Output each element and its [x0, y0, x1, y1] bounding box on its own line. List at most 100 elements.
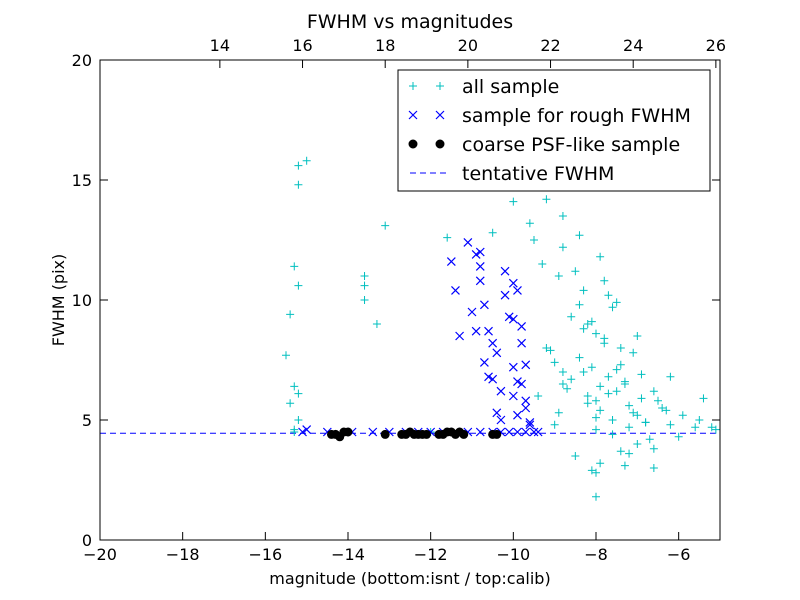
rough-sample-point — [500, 266, 510, 276]
x-tick-label: −14 — [331, 545, 365, 564]
all-sample-point — [360, 281, 369, 290]
all-sample-point — [662, 406, 671, 415]
all-sample-point — [282, 351, 290, 360]
rough-sample-point — [525, 420, 535, 430]
all-sample-point — [592, 396, 600, 405]
rough-sample-point — [513, 285, 522, 295]
all-sample-point — [286, 310, 295, 319]
all-sample-point — [691, 423, 700, 432]
rough-sample-point — [500, 290, 510, 300]
all-sample-point — [637, 370, 646, 379]
top-tick-label: 16 — [292, 36, 312, 55]
x-axis-top: 14 16 18 20 22 24 26 — [210, 36, 726, 68]
all-sample-point — [699, 394, 708, 403]
all-sample-point — [592, 468, 600, 477]
legend-marker-circle — [435, 139, 445, 149]
psf-sample-point — [380, 429, 390, 439]
rough-sample-point — [496, 386, 506, 396]
all-sample-point — [542, 195, 551, 204]
all-sample-point — [575, 353, 584, 362]
all-sample-point — [649, 464, 658, 472]
all-sample-point — [625, 423, 634, 432]
rough-sample-point — [508, 391, 518, 401]
rough-sample-point — [471, 326, 481, 336]
rough-sample-point — [513, 427, 522, 437]
all-sample-point — [550, 358, 559, 367]
psf-sample-series — [326, 427, 502, 442]
all-sample-series — [282, 156, 720, 501]
all-sample-point — [550, 420, 559, 429]
all-sample-point — [546, 346, 555, 355]
all-sample-point — [525, 219, 534, 228]
all-sample-point — [290, 262, 299, 271]
top-tick-label: 14 — [210, 36, 230, 55]
all-sample-point — [488, 228, 497, 237]
all-sample-point — [608, 303, 617, 312]
all-sample-point — [558, 368, 567, 376]
all-sample-point — [707, 423, 716, 432]
rough-sample-point — [492, 348, 502, 358]
all-sample-point — [571, 452, 580, 460]
legend-marker-plus — [436, 82, 444, 90]
all-sample-point — [583, 392, 592, 400]
all-sample-point — [654, 396, 662, 405]
all-sample-point — [641, 418, 650, 427]
psf-sample-point — [422, 429, 432, 439]
chart-title: FWHM vs magnitudes — [307, 11, 513, 33]
psf-sample-point — [492, 429, 502, 439]
y-tick-label: 0 — [82, 531, 92, 550]
all-sample-point — [571, 267, 580, 276]
rough-sample-point — [463, 237, 473, 247]
all-sample-point — [554, 272, 563, 280]
rough-sample-point — [488, 338, 498, 348]
all-sample-point — [625, 401, 634, 410]
all-sample-point — [558, 380, 567, 388]
y-tick-label: 15 — [72, 171, 92, 190]
rough-sample-point — [529, 427, 539, 437]
rough-sample-point — [496, 415, 506, 425]
all-sample-point — [530, 236, 538, 244]
all-sample-point — [592, 329, 600, 338]
legend: all sample sample for rough FWHM coarse PS… — [397, 69, 711, 192]
x-tick-label: −16 — [248, 545, 282, 564]
all-sample-point — [666, 372, 675, 381]
all-sample-point — [592, 425, 600, 434]
rough-sample-point — [455, 331, 465, 341]
legend-box — [397, 69, 711, 192]
rough-sample-point — [508, 362, 518, 372]
rough-sample-point — [475, 247, 485, 257]
rough-sample-point — [484, 372, 493, 382]
all-sample-point — [587, 317, 596, 326]
x-tick-label: −8 — [584, 545, 608, 564]
rough-sample-point — [521, 403, 531, 413]
all-sample-point — [294, 180, 303, 189]
rough-sample-point — [504, 312, 514, 322]
all-sample-point — [666, 420, 675, 429]
all-sample-point — [629, 348, 638, 357]
all-sample-point — [302, 156, 311, 165]
all-sample-point — [290, 428, 299, 436]
all-sample-point — [608, 430, 617, 439]
all-sample-point — [575, 231, 584, 240]
all-sample-point — [612, 365, 621, 374]
all-sample-point — [600, 334, 609, 343]
rough-sample-point — [475, 261, 485, 271]
all-sample-point — [600, 276, 609, 285]
rough-sample-point — [479, 300, 489, 310]
top-tick-label: 20 — [458, 36, 478, 55]
all-sample-point — [612, 298, 621, 307]
rough-sample-point — [533, 427, 543, 437]
y-tick-label: 20 — [72, 51, 92, 70]
all-sample-point — [372, 320, 381, 328]
x-tick-label: −18 — [166, 545, 200, 564]
legend-marker-circle — [408, 139, 418, 149]
y-axis-label: FWHM (pix) — [49, 254, 68, 347]
legend-label: tentative FWHM — [462, 163, 614, 185]
rough-sample-point — [513, 377, 522, 387]
all-sample-point — [612, 387, 621, 396]
all-sample-point — [583, 399, 592, 408]
all-sample-point — [360, 272, 369, 280]
rough-sample-point — [484, 326, 493, 336]
rough-sample-point — [508, 278, 518, 288]
